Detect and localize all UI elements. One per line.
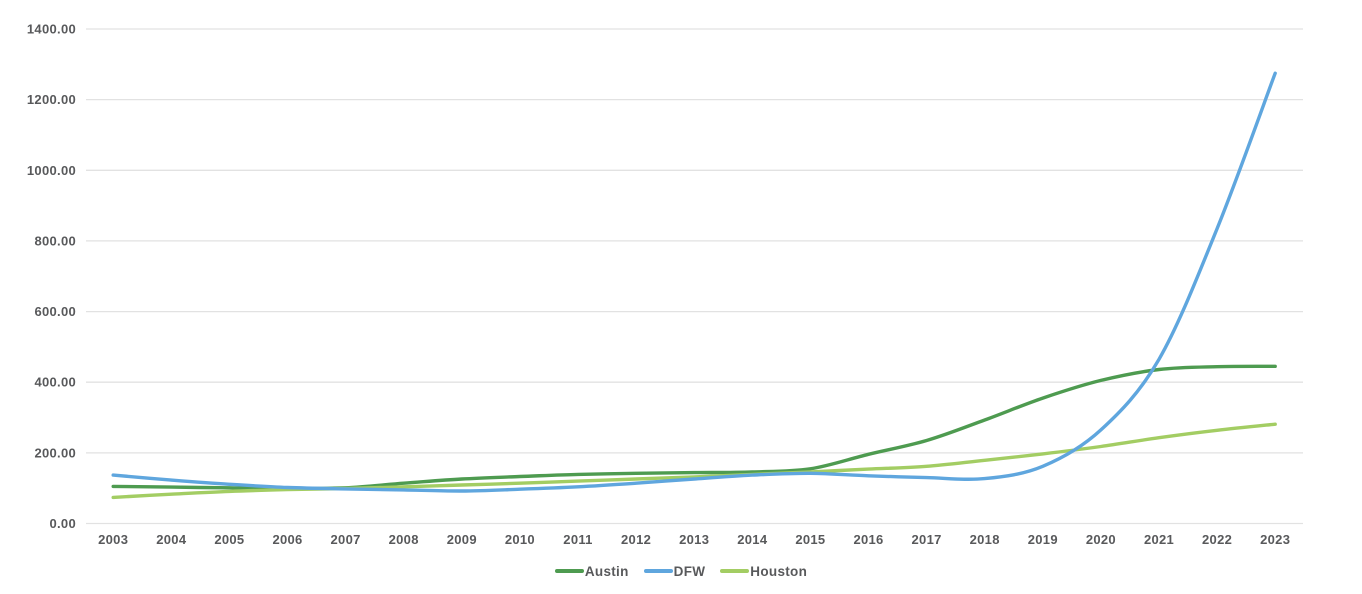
y-axis-tick-label: 400.00 xyxy=(34,375,76,390)
legend-label-dfw: DFW xyxy=(673,563,706,579)
x-axis-tick-label: 2004 xyxy=(156,532,187,547)
legend-item-dfw: DFW xyxy=(643,563,706,579)
legend-item-houston: Houston xyxy=(720,564,807,579)
x-axis-tick-label: 2020 xyxy=(1086,532,1116,547)
y-axis-tick-label: 1400.00 xyxy=(27,22,76,37)
x-axis-tick-label: 2005 xyxy=(214,532,244,547)
x-axis-tick-label: 2007 xyxy=(331,532,361,547)
y-axis-tick-label: 800.00 xyxy=(34,233,76,248)
x-axis-tick-label: 2009 xyxy=(447,532,477,547)
x-axis-tick-label: 2008 xyxy=(389,532,419,547)
series-line-austin xyxy=(111,364,1277,491)
x-axis-tick-label: 2012 xyxy=(621,532,651,547)
x-axis-tick-label: 2017 xyxy=(912,532,942,547)
x-axis-tick-label: 2021 xyxy=(1144,532,1174,547)
y-axis-tick-label: 200.00 xyxy=(34,445,76,460)
x-axis-tick-label: 2013 xyxy=(679,532,709,547)
x-axis-tick-label: 2006 xyxy=(272,532,302,547)
x-axis-tick-label: 2015 xyxy=(795,532,825,547)
x-axis-tick-label: 2023 xyxy=(1260,532,1290,547)
chart-legend: Austin DFW Houston xyxy=(0,561,1362,581)
legend-item-austin: Austin xyxy=(554,563,629,579)
legend-line-swatch-dfw xyxy=(643,568,673,574)
y-axis-tick-label: 1000.00 xyxy=(27,163,76,178)
x-axis-tick-label: 2014 xyxy=(737,532,768,547)
legend-line-swatch-houston xyxy=(720,568,750,574)
legend-label-austin: Austin xyxy=(584,563,629,579)
y-axis-tick-label: 1200.00 xyxy=(27,92,76,107)
legend-label-houston: Houston xyxy=(750,563,808,579)
x-axis-tick-label: 2011 xyxy=(563,532,592,547)
x-axis-tick-label: 2016 xyxy=(853,532,883,547)
y-axis-tick-label: 0.00 xyxy=(49,516,76,531)
x-axis-tick-label: 2019 xyxy=(1028,532,1058,547)
series-line-dfw xyxy=(111,71,1277,493)
x-axis-tick-label: 2003 xyxy=(98,532,128,547)
x-axis-tick-label: 2010 xyxy=(505,532,535,547)
x-axis-tick-label: 2018 xyxy=(970,532,1000,547)
legend-line-swatch-austin xyxy=(554,568,584,574)
x-axis-tick-label: 2022 xyxy=(1202,532,1232,547)
y-axis-tick-label: 600.00 xyxy=(34,304,76,319)
